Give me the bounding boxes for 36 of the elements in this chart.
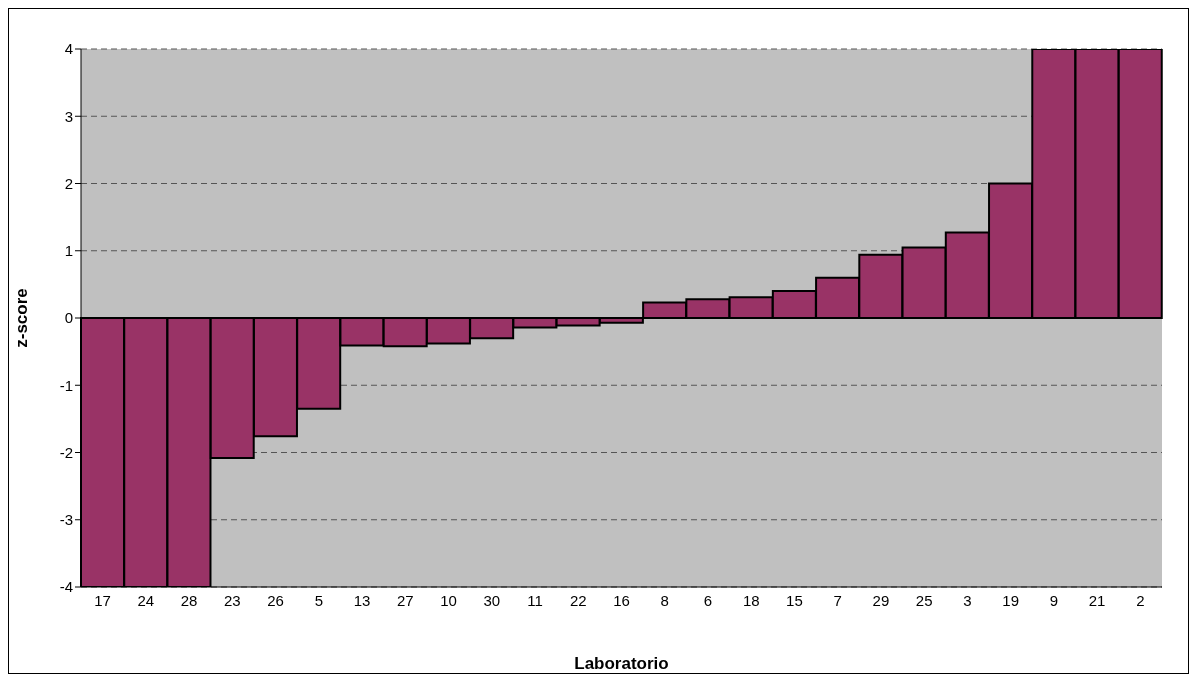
x-tick-label: 25 bbox=[915, 591, 933, 609]
x-tick-label: 17 bbox=[94, 591, 111, 609]
x-axis-title: Laboratorio bbox=[574, 654, 669, 673]
x-tick-label: 24 bbox=[137, 591, 155, 609]
x-tick-label: 23 bbox=[224, 591, 241, 609]
x-tick-label: 6 bbox=[703, 591, 713, 609]
y-tick-label: 1 bbox=[64, 242, 73, 260]
y-tick-label: -2 bbox=[59, 443, 73, 461]
x-tick-label: 22 bbox=[569, 591, 587, 609]
x-tick-label: 30 bbox=[483, 591, 501, 609]
x-tick-label: 5 bbox=[314, 591, 323, 609]
x-tick-label: 7 bbox=[833, 591, 842, 609]
x-tick-label: 8 bbox=[660, 591, 669, 609]
x-tick-label: 21 bbox=[1088, 591, 1106, 609]
x-tick-label: 19 bbox=[1002, 591, 1019, 609]
y-tick-label: 2 bbox=[64, 174, 73, 192]
x-tick-label: 29 bbox=[872, 591, 890, 609]
x-tick-label: 26 bbox=[267, 591, 284, 609]
x-tick-label: 13 bbox=[353, 591, 371, 609]
x-tick-label: 3 bbox=[963, 591, 972, 609]
y-tick-label: -4 bbox=[59, 578, 73, 596]
x-tick-label: 16 bbox=[613, 591, 630, 609]
x-tick-label: 28 bbox=[180, 591, 198, 609]
y-tick-label: -1 bbox=[59, 376, 73, 394]
x-tick-label: 15 bbox=[786, 591, 803, 609]
y-tick-label: -3 bbox=[59, 511, 73, 529]
x-tick-label: 10 bbox=[440, 591, 457, 609]
y-axis-title: z-score bbox=[12, 288, 32, 348]
x-tick-label: 27 bbox=[396, 591, 414, 609]
y-tick-label: 3 bbox=[64, 107, 73, 125]
x-tick-label: 9 bbox=[1049, 591, 1059, 609]
x-tick-label: 2 bbox=[1136, 591, 1145, 609]
y-tick-label: 0 bbox=[64, 309, 73, 327]
x-tick-label: 11 bbox=[527, 591, 543, 609]
y-tick-label: 4 bbox=[64, 40, 73, 58]
x-tick-label: 18 bbox=[742, 591, 760, 609]
